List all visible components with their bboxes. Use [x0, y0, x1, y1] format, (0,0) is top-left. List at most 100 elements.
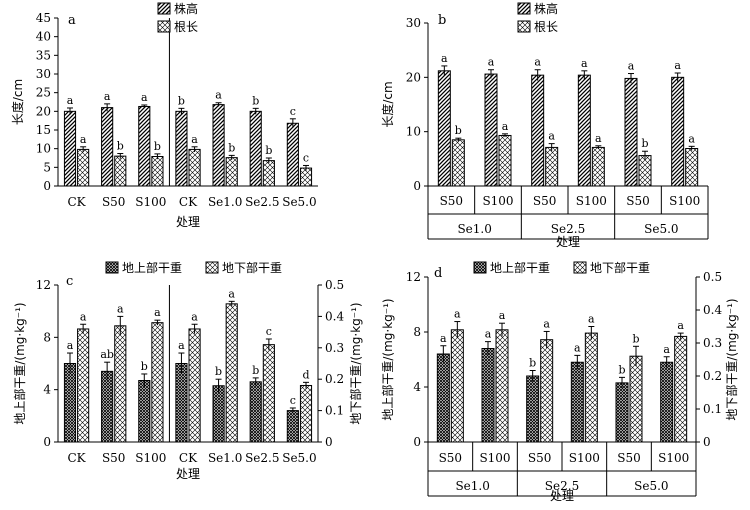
legend-swatch: [157, 20, 171, 33]
bar: [450, 329, 464, 443]
significance-letter: a: [588, 313, 595, 326]
bar: [584, 332, 598, 443]
chart-panel-c: 0481200.10.20.30.40.5aaCKabaS50baS100aaC…: [12, 260, 363, 481]
significance-letter: a: [574, 341, 581, 354]
bar: [484, 73, 498, 187]
x-tick-label: Se1.0: [208, 195, 242, 209]
y-tick-label: 4: [413, 380, 421, 394]
x-tick-label: S50: [533, 194, 557, 208]
group-label: Se1.0: [457, 222, 491, 236]
x-axis-title: 处理: [556, 235, 580, 249]
y2-tick-label: 0.1: [703, 402, 722, 416]
group-label: Se2.5: [545, 479, 579, 493]
legend-swatch: [105, 261, 119, 274]
y2-tick-label: 0.3: [703, 336, 722, 350]
y2-tick-label: 0.5: [325, 278, 344, 292]
significance-letter: b: [117, 140, 124, 153]
y-tick-label: 15: [36, 123, 51, 137]
bar: [638, 155, 652, 187]
x-tick-label: CK: [67, 451, 86, 465]
x-tick-label: CK: [67, 195, 86, 209]
bar: [151, 322, 164, 443]
significance-letter: a: [228, 287, 235, 300]
x-tick-label: Se2.5: [245, 195, 279, 209]
y-axis-title: 长度/cm: [10, 79, 25, 125]
bar: [624, 77, 638, 187]
significance-letter: a: [488, 56, 495, 69]
chart-panel-a: 0 5 10 15 20 25 30 35 40 45 a a CK a b S50 a b S100 b a CK a b S…: [10, 1, 318, 229]
legend-swatch: [205, 261, 219, 274]
legend-swatch: [573, 261, 587, 274]
significance-letter: b: [141, 360, 148, 373]
chart-panel-d: 0481200.10.20.30.40.5aaS50aaS100baS50aaS…: [380, 260, 739, 503]
bar: [299, 167, 313, 187]
group-label: Se2.5: [551, 222, 585, 236]
y2-tick-label: 0.4: [325, 309, 344, 323]
x-tick-label: S100: [669, 194, 700, 208]
bar: [660, 361, 674, 443]
legend-swatch: [517, 20, 531, 33]
y-tick-label: 20: [406, 70, 421, 84]
group-label: Se5.0: [634, 479, 668, 493]
bar: [151, 156, 164, 187]
legend-swatch: [517, 2, 531, 15]
bar: [175, 363, 188, 443]
bar: [685, 148, 699, 187]
y-tick-label: 0: [413, 179, 421, 193]
significance-letter: a: [485, 328, 492, 341]
significance-letter: a: [67, 94, 74, 107]
bar: [225, 303, 238, 443]
panel-letter: d: [434, 266, 442, 281]
y2-tick-label: 0.5: [703, 270, 722, 284]
y2-tick-label: 0.4: [703, 303, 722, 317]
legend-swatch: [473, 261, 487, 274]
significance-letter: a: [441, 52, 448, 65]
significance-letter: b: [252, 364, 259, 377]
x-axis-title: 处理: [176, 215, 200, 229]
significance-letter: b: [618, 363, 625, 376]
significance-letter: a: [154, 306, 161, 319]
bar: [63, 363, 77, 443]
significance-letter: a: [499, 309, 506, 322]
legend-label: 根长: [534, 20, 558, 34]
significance-letter: a: [502, 120, 509, 133]
bar: [570, 361, 584, 443]
y2-tick-label: 0.2: [325, 372, 344, 386]
bar: [262, 344, 275, 443]
y-tick-label: 4: [43, 383, 51, 397]
significance-letter: b: [215, 365, 222, 378]
y2-tick-label: 0.2: [703, 369, 722, 383]
y-tick-label: 30: [406, 16, 421, 30]
y-tick-label: 8: [43, 330, 51, 344]
significance-letter: a: [543, 317, 550, 330]
bar: [249, 110, 262, 187]
significance-letter: a: [80, 133, 87, 146]
y-axis-title: 长度/cm: [380, 81, 395, 127]
significance-letter: a: [104, 90, 111, 103]
x-tick-label: S50: [528, 451, 552, 465]
bar: [63, 110, 77, 187]
significance-letter: a: [117, 302, 124, 315]
x-tick-label: Se1.0: [208, 451, 242, 465]
y-axis-title: 地上部干重/(mg·kg⁻¹): [12, 302, 27, 424]
bar: [629, 355, 643, 443]
x-axis-title: 处理: [550, 489, 574, 503]
bar: [577, 74, 591, 187]
y-tick-label: 45: [36, 11, 51, 25]
bar: [615, 382, 629, 443]
group-label: Se5.0: [644, 222, 678, 236]
bar: [188, 328, 201, 443]
bar: [212, 385, 225, 443]
bar: [262, 160, 275, 187]
bar: [77, 148, 90, 187]
panel-letter: b: [438, 13, 446, 28]
legend-label: 根长: [174, 20, 198, 34]
group-label: Se1.0: [455, 479, 489, 493]
bar: [286, 410, 299, 443]
y-tick-label: 10: [36, 142, 51, 156]
bar: [545, 146, 559, 187]
bar: [188, 148, 201, 187]
significance-letter: a: [141, 91, 148, 104]
y2-axis-title: 地下部干重/(mg·kg⁻¹): [348, 302, 363, 424]
